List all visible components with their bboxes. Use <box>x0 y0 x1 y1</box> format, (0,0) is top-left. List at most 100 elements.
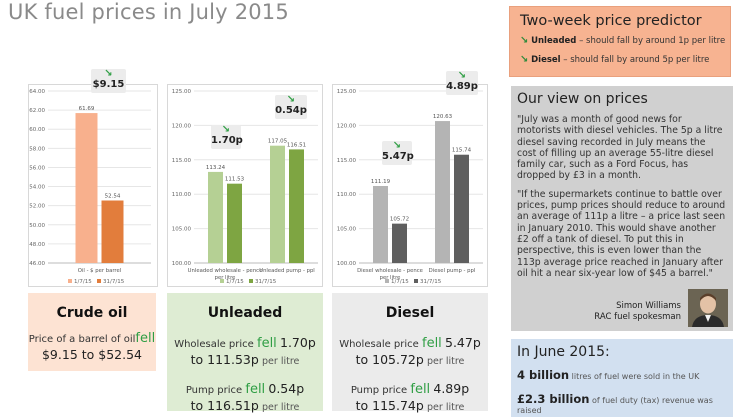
legend-label: 31/7/15 <box>420 279 442 285</box>
bar-1-7-15 <box>270 145 285 263</box>
data-label: 116.51 <box>287 142 306 148</box>
unleaded-card-title: Unleaded <box>207 305 283 321</box>
predictor-title: Two-week price predictor <box>520 13 702 29</box>
legend-swatch <box>385 279 389 283</box>
unl-w-pre: Wholesale price <box>174 339 254 350</box>
crude-oil-card-title: Crude oil <box>56 305 128 321</box>
crude-line1: Price of a barrel of oil <box>28 334 136 345</box>
our-view-title: Our view on prices <box>517 91 648 107</box>
predictor-fuel-unleaded: Unleaded <box>531 36 577 46</box>
dsl-w-pre: Wholesale price <box>339 339 419 350</box>
legend-swatch <box>220 279 224 283</box>
unleaded-chart-svg: 100.00 105.00 110.00 115.00 120.00 125.00 113.… <box>172 89 318 285</box>
predictor-text-unleaded: – should fall by around 1p per litre <box>579 36 726 46</box>
unl-p-to: to 116.51p <box>190 398 259 413</box>
crude-oil-card: Crude oil Price of a barrel of oilfell $… <box>28 293 156 371</box>
spokesman-credit: Simon Williams RAC fuel spokesman <box>594 301 681 323</box>
y-tick-label: 52.00 <box>29 204 45 210</box>
down-arrow-icon: ↘ <box>392 140 402 151</box>
diesel-wholesale-change-badge: ↘ 5.47p <box>382 140 414 165</box>
y-tick-label: 56.00 <box>29 165 45 171</box>
bar-31-7-15 <box>289 149 304 263</box>
y-tick-label: 50.00 <box>29 223 45 229</box>
crude-change-badge: ↘ $9.15 <box>91 69 126 93</box>
x-tick-label: per litre <box>215 275 236 281</box>
person-portrait-icon <box>688 289 728 327</box>
june-stat-2-text: of fuel duty (tax) revenue was raised <box>517 396 713 415</box>
y-tick-label: 58.00 <box>29 146 45 152</box>
crude-fell: fell <box>135 331 156 346</box>
dsl-p-unit: per litre <box>427 402 465 413</box>
bar-1-7-15 <box>208 171 223 263</box>
unl-p-pre: Pump price <box>185 385 243 396</box>
diesel-pump-change-badge: ↘ 4.89p <box>446 71 478 95</box>
legend-swatch <box>414 279 418 283</box>
spokesman-name: Simon Williams <box>616 301 681 311</box>
unl-p-amt: 0.54p <box>268 381 305 396</box>
down-arrow-icon: ↘ <box>286 94 296 105</box>
dsl-w-amt: 5.47p <box>445 335 481 350</box>
data-label: 120.63 <box>433 114 453 120</box>
y-tick-label: 120.00 <box>172 123 192 129</box>
y-tick-label: 125.00 <box>172 89 192 95</box>
diesel-chart: 100.00 105.00 110.00 115.00 120.00 125.00 111.… <box>332 84 488 287</box>
y-tick-label: 105.00 <box>172 227 192 233</box>
dsl-w-unit: per litre <box>427 356 465 367</box>
bar-31-7-15 <box>101 200 124 263</box>
predictor-text-diesel: – should fall by around 5p per litre <box>563 55 710 65</box>
unleaded-pump-change-badge: ↘ 0.54p <box>275 95 307 119</box>
dsl-w-to: to 105.72p <box>355 352 424 367</box>
y-tick-label: 115.00 <box>172 158 192 164</box>
data-label: 105.72 <box>390 217 409 223</box>
legend-swatch <box>97 279 101 283</box>
spokesman-photo <box>688 289 728 327</box>
unleaded-card: Unleaded Wholesale price fell 1.70p to 1… <box>167 293 323 413</box>
diesel-chart-svg: 100.00 105.00 110.00 115.00 120.00 125.00 111.… <box>337 89 483 285</box>
x-tick-label: Unleaded wholesale - pence <box>188 268 263 274</box>
data-label: 117.05 <box>268 139 288 145</box>
data-label: 113.24 <box>206 165 226 171</box>
data-label: 111.19 <box>371 179 391 185</box>
quote-paragraph-1: "July was a month of good news for motor… <box>517 114 723 182</box>
legend-swatch <box>249 279 253 283</box>
bar-1-7-15 <box>75 113 98 263</box>
unleaded-pump-change-value: 0.54p <box>275 105 307 116</box>
y-tick-label: 110.00 <box>337 192 357 198</box>
june-stat-1-value: 4 billion <box>517 368 570 382</box>
crude-line2: $9.15 to $52.54 <box>41 347 143 362</box>
data-label: 115.74 <box>452 148 472 154</box>
legend-label: 31/7/15 <box>103 279 125 285</box>
down-arrow-icon: ↘ <box>520 35 529 46</box>
diesel-wholesale-change-value: 5.47p <box>382 151 414 162</box>
bar-1-7-15 <box>435 121 450 263</box>
y-tick-label: 62.00 <box>29 108 45 114</box>
bar-31-7-15 <box>392 223 407 263</box>
june-stat-1: 4 billion litres of fuel were sold in th… <box>517 368 733 382</box>
quote-paragraph-2: "If the supermarkets continue to battle … <box>517 188 726 279</box>
diesel-card-title: Diesel <box>385 305 435 321</box>
data-label: 52.54 <box>105 194 121 200</box>
data-label: 111.53 <box>225 177 245 183</box>
unleaded-wholesale-change-badge: ↘ 1.70p <box>211 125 243 149</box>
price-predictor-panel: Two-week price predictor ↘ Unleaded – sh… <box>509 6 731 77</box>
crude-oil-chart-svg: 46.00 48.00 50.00 52.00 54.00 56.00 58.00 60.00… <box>29 89 151 285</box>
y-tick-label: 115.00 <box>337 158 357 164</box>
y-tick-label: 100.00 <box>172 261 192 267</box>
june-stat-2-value: £2.3 billion <box>517 392 590 406</box>
june-title: In June 2015: <box>517 344 610 360</box>
diesel-card: Diesel Wholesale price fell 5.47p to 105… <box>332 293 488 413</box>
down-arrow-icon: ↘ <box>520 54 529 65</box>
predictor-row-unleaded: ↘ Unleaded – should fall by around 1p pe… <box>520 35 730 46</box>
dsl-p-to: to 115.74p <box>355 398 424 413</box>
crude-oil-chart: 46.00 48.00 50.00 52.00 54.00 56.00 58.00 60.00… <box>28 84 158 287</box>
unl-p-fell: fell <box>245 382 266 397</box>
x-tick-label: Oil - $ per barrel <box>78 268 121 274</box>
y-tick-label: 120.00 <box>337 123 357 129</box>
legend-label: 1/7/15 <box>226 279 244 285</box>
legend-swatch <box>68 279 72 283</box>
x-tick-label: Diesel wholesale - pence <box>357 268 423 274</box>
y-tick-label: 60.00 <box>29 127 45 133</box>
down-arrow-icon: ↘ <box>104 68 113 79</box>
legend-label: 1/7/15 <box>74 279 92 285</box>
y-tick-label: 100.00 <box>337 261 357 267</box>
